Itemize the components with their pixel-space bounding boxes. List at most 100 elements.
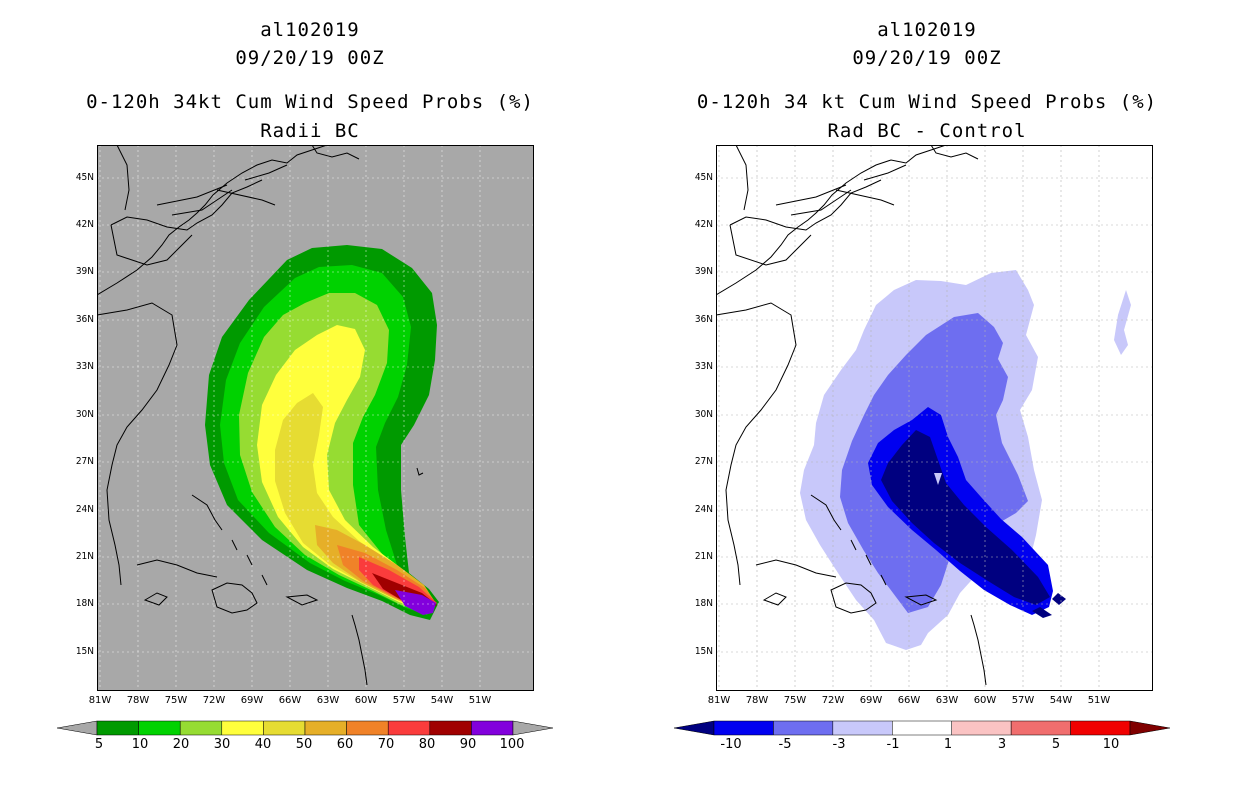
left-colorbar-label: 20 — [172, 737, 190, 752]
lon-label: 57W — [1011, 695, 1035, 706]
right-difference-map — [716, 145, 1153, 691]
lat-label: 33N — [75, 361, 94, 372]
colorbar-swatch — [512, 720, 554, 736]
lon-label: 69W — [859, 695, 883, 706]
left-title: 0-120h 34kt Cum Wind Speed Probs (%) — [86, 91, 534, 113]
right-colorbar-label: -10 — [720, 737, 742, 752]
lat-label: 18N — [75, 598, 94, 609]
lat-label: 15N — [75, 646, 94, 657]
lon-label: 51W — [1087, 695, 1111, 706]
right-title: 0-120h 34 kt Cum Wind Speed Probs (%) — [696, 91, 1158, 113]
left-colorbar-label: 30 — [213, 737, 231, 752]
lon-label: 51W — [468, 695, 492, 706]
lat-label: 33N — [694, 361, 713, 372]
colorbar-swatch — [892, 720, 952, 736]
colorbar-swatch — [773, 720, 834, 736]
right-colorbar-label: 1 — [943, 737, 953, 752]
right-subtitle: Rad BC - Control — [827, 120, 1027, 142]
right-panel: al102019 09/20/19 00Z 0-120h 34 kt Cum W… — [618, 0, 1236, 800]
lon-label: 54W — [430, 695, 454, 706]
lon-label: 60W — [973, 695, 997, 706]
colorbar-swatch — [304, 720, 347, 736]
colorbar-swatch — [57, 720, 98, 736]
lat-label: 39N — [75, 266, 94, 277]
right-colorbar-label: -3 — [832, 737, 846, 752]
lat-label: 15N — [694, 646, 713, 657]
coastlines — [716, 145, 987, 686]
lat-label: 36N — [694, 314, 713, 325]
colorbar-swatch — [429, 720, 472, 736]
lon-label: 78W — [745, 695, 769, 706]
colorbar-swatch — [1010, 720, 1071, 736]
left-colorbar-label: 10 — [131, 737, 149, 752]
colorbar-swatch — [832, 720, 893, 736]
lat-label: 27N — [75, 456, 94, 467]
lon-label: 81W — [707, 695, 731, 706]
colorbar-swatch — [387, 720, 431, 736]
colorbar-swatch — [1129, 720, 1171, 736]
right-colorbar-label: -1 — [886, 737, 900, 752]
lon-label: 63W — [316, 695, 340, 706]
lat-label: 24N — [75, 504, 94, 515]
lat-label: 21N — [694, 551, 713, 562]
colorbar-swatch — [96, 720, 139, 736]
colorbar-swatch — [713, 720, 774, 736]
lon-label: 66W — [897, 695, 921, 706]
lon-label: 54W — [1049, 695, 1073, 706]
left-colorbar-label: 100 — [499, 737, 525, 752]
left-datetime: 09/20/19 00Z — [235, 47, 385, 69]
lon-label: 81W — [88, 695, 112, 706]
left-probability-map — [97, 145, 534, 691]
lon-label: 72W — [202, 695, 226, 706]
right-colorbar-label: 5 — [1051, 737, 1061, 752]
lon-label: 60W — [354, 695, 378, 706]
difference-contours — [800, 270, 1131, 650]
lon-label: 75W — [164, 695, 188, 706]
lat-label: 42N — [75, 219, 94, 230]
left-subtitle: Radii BC — [260, 120, 360, 142]
left-colorbar-label: 60 — [336, 737, 354, 752]
left-colorbar-label: 90 — [459, 737, 477, 752]
left-colorbar-label: 40 — [254, 737, 272, 752]
probability-contours — [205, 245, 439, 620]
lat-label: 36N — [75, 314, 94, 325]
colorbar-swatch — [263, 720, 306, 736]
left-panel: al102019 09/20/19 00Z 0-120h 34kt Cum Wi… — [57, 19, 554, 752]
left-colorbar — [57, 720, 554, 736]
lat-label: 27N — [694, 456, 713, 467]
right-colorbar-label: 10 — [1102, 737, 1120, 752]
colorbar-swatch — [346, 720, 389, 736]
right-storm-id: al102019 — [877, 19, 977, 41]
colorbar-swatch — [471, 720, 514, 736]
lat-label: 45N — [694, 172, 713, 183]
lon-label: 69W — [240, 695, 264, 706]
left-colorbar-label: 5 — [94, 737, 104, 752]
colorbar-swatch — [674, 720, 715, 736]
lon-label: 57W — [392, 695, 416, 706]
lat-label: 42N — [694, 219, 713, 230]
lon-label: 72W — [821, 695, 845, 706]
colorbar-swatch — [221, 720, 264, 736]
lat-label: 21N — [75, 551, 94, 562]
map-frame — [716, 145, 1153, 691]
grid-lines — [97, 145, 534, 691]
lat-label: 45N — [75, 172, 94, 183]
colorbar-swatch — [1070, 720, 1131, 736]
lon-label: 66W — [278, 695, 302, 706]
map-frame — [97, 145, 534, 691]
right-datetime: 09/20/19 00Z — [852, 47, 1002, 69]
left-storm-id: al102019 — [260, 19, 360, 41]
colorbar-swatch — [951, 720, 1012, 736]
left-colorbar-label: 80 — [418, 737, 436, 752]
lat-label: 39N — [694, 266, 713, 277]
colorbar-swatch — [138, 720, 181, 736]
lon-label: 63W — [935, 695, 959, 706]
lat-label: 30N — [75, 409, 94, 420]
lon-label: 75W — [783, 695, 807, 706]
left-colorbar-label: 50 — [295, 737, 313, 752]
colorbar-swatch — [179, 720, 223, 736]
lon-label: 78W — [126, 695, 150, 706]
lat-label: 30N — [694, 409, 713, 420]
lat-label: 18N — [694, 598, 713, 609]
left-colorbar-label: 70 — [377, 737, 395, 752]
